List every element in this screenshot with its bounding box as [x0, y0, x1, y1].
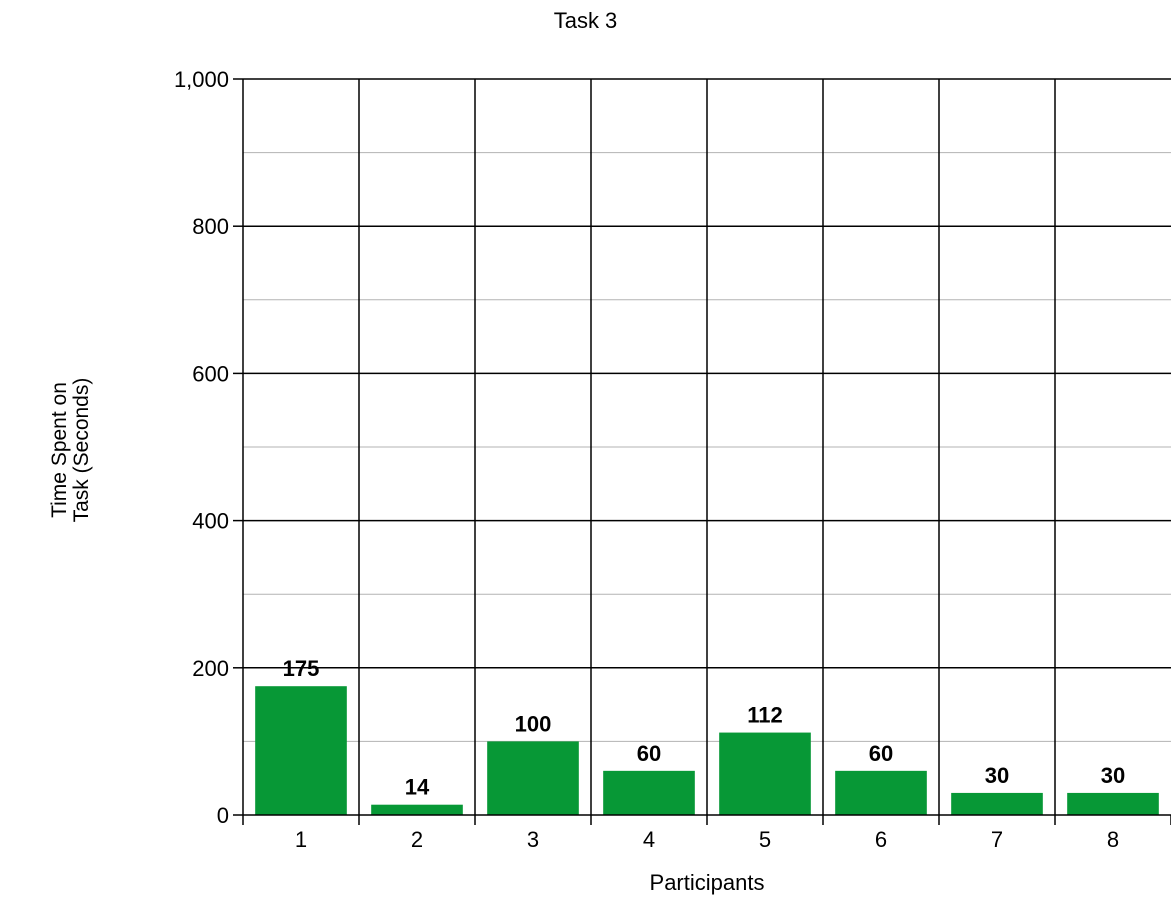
- bar: [1067, 792, 1159, 815]
- data-label: 60: [637, 741, 661, 766]
- data-label: 30: [985, 763, 1009, 788]
- data-label: 175: [283, 656, 320, 681]
- x-tick-label: 4: [643, 827, 655, 852]
- y-tick-label: 0: [217, 803, 229, 828]
- data-label: 112: [747, 703, 783, 728]
- x-axis-label: Participants: [649, 870, 765, 895]
- data-label: 30: [1101, 763, 1125, 788]
- bar: [487, 741, 579, 815]
- data-label: 60: [869, 741, 893, 766]
- x-tick-label: 7: [991, 827, 1003, 852]
- y-tick-label: 400: [192, 509, 229, 534]
- x-tick-label: 2: [411, 827, 423, 852]
- data-label: 100: [515, 711, 552, 736]
- bar: [371, 804, 463, 815]
- y-tick-label: 1,000: [174, 67, 229, 92]
- bar: [603, 770, 695, 815]
- bar: [255, 686, 347, 815]
- x-tick-label: 5: [759, 827, 771, 852]
- x-tick-label: 1: [295, 827, 307, 852]
- x-tick-label: 8: [1107, 827, 1119, 852]
- x-tick-label: 6: [875, 827, 887, 852]
- x-tick-label: 3: [527, 827, 539, 852]
- data-label: 14: [405, 775, 430, 800]
- bar: [835, 770, 927, 815]
- chart-title: Task 3: [553, 8, 618, 33]
- bar: [951, 792, 1043, 815]
- bar: [719, 732, 811, 815]
- y-tick-label: 600: [192, 361, 229, 386]
- y-tick-label: 800: [192, 214, 229, 239]
- y-tick-label: 200: [192, 656, 229, 681]
